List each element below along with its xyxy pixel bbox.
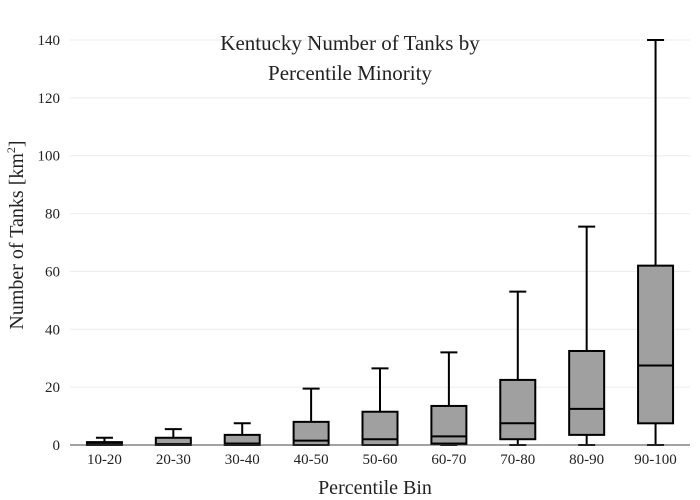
iqr-box (500, 380, 535, 439)
box-group (569, 227, 604, 445)
x-tick-labels: 10-20 20-30 30-40 40-50 50-60 60-70 70-80 80-90… (87, 452, 677, 468)
x-tick-label: 60-70 (431, 452, 466, 468)
x-tick-label: 80-90 (569, 452, 604, 468)
box-group (431, 352, 466, 445)
x-axis-title: Percentile Bin (318, 477, 432, 499)
y-tick-label: 100 (38, 149, 61, 165)
y-tick-label: 60 (45, 264, 60, 280)
y-axis-title-close: ] (6, 140, 28, 147)
y-tick-labels: 0 20 40 60 80 100 120 140 (38, 33, 61, 454)
x-tick-label: 70-80 (500, 452, 535, 468)
box-group (225, 423, 260, 445)
x-tick-label: 30-40 (225, 452, 260, 468)
y-tick-label: 80 (45, 207, 60, 223)
y-tick-label: 40 (45, 322, 60, 338)
box-group (156, 429, 191, 445)
x-tick-label: 20-30 (156, 452, 191, 468)
iqr-box (638, 266, 673, 424)
box-group (500, 292, 535, 445)
chart-title-line-2: Percentile Minority (268, 61, 432, 85)
box-group (363, 368, 398, 445)
box-group (638, 40, 673, 445)
y-tick-label: 20 (45, 380, 60, 396)
box-group (87, 438, 122, 445)
x-tick-label: 40-50 (294, 452, 329, 468)
iqr-box (431, 406, 466, 444)
x-tick-label: 90-100 (634, 452, 677, 468)
x-tick-label: 10-20 (87, 452, 122, 468)
y-tick-label: 0 (53, 438, 61, 454)
chart-title-line-1: Kentucky Number of Tanks by (220, 31, 480, 55)
y-tick-label: 140 (38, 33, 61, 49)
boxes (87, 40, 673, 445)
y-tick-label: 120 (38, 91, 61, 107)
box-group (294, 389, 329, 445)
y-axis-title: Number of Tanks [km2] (4, 140, 28, 329)
gridlines (70, 40, 690, 387)
y-axis-title-main: Number of Tanks [km (6, 153, 28, 330)
x-tick-label: 50-60 (363, 452, 398, 468)
iqr-box (569, 351, 604, 435)
